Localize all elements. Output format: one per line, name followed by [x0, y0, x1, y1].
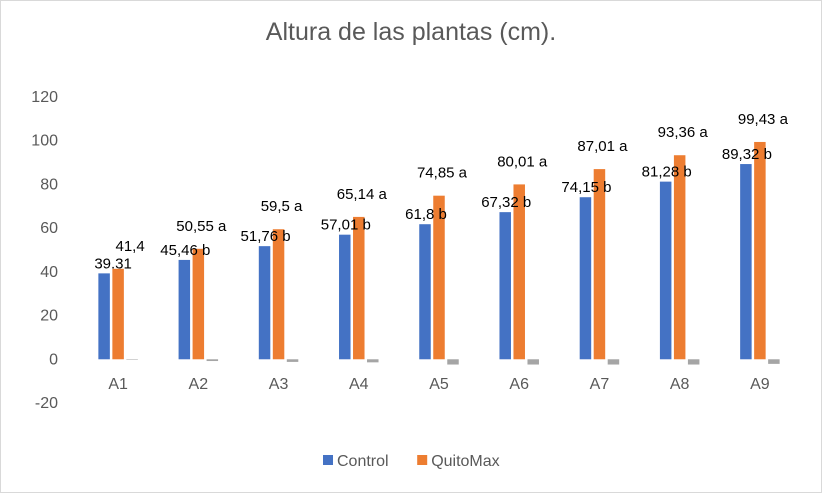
- bar-series-3: [527, 359, 539, 365]
- legend-swatch: [323, 455, 333, 465]
- data-label-quitomax: 99,43 a: [738, 111, 789, 128]
- bar-control: [499, 212, 511, 360]
- legend-label: Control: [337, 453, 389, 470]
- bar-control: [740, 164, 752, 360]
- bar-quitomax: [112, 268, 124, 360]
- x-tick-label: A5: [429, 376, 449, 393]
- data-label-quitomax: 59,5 a: [261, 198, 303, 215]
- data-label-control: 39.31: [94, 255, 132, 272]
- x-tick-label: A3: [269, 376, 289, 393]
- x-tick-label: A6: [509, 376, 529, 393]
- bar-series-3: [126, 359, 138, 360]
- legend-swatch: [417, 455, 428, 465]
- bar-quitomax: [754, 141, 766, 360]
- bar-series-3: [768, 359, 780, 364]
- y-tick-label: 40: [40, 264, 58, 281]
- y-tick-label: 120: [31, 89, 58, 106]
- data-label-quitomax: 65,14 a: [337, 186, 388, 203]
- legend-label: QuitoMax: [431, 453, 499, 470]
- bar-series-3: [447, 359, 459, 365]
- bar-quitomax: [593, 169, 606, 360]
- bar-series-3: [367, 359, 379, 363]
- data-label-quitomax: 93,36 a: [658, 124, 709, 141]
- x-tick-label: A9: [750, 376, 770, 393]
- bar-quitomax: [353, 216, 365, 360]
- y-tick-label: -20: [35, 395, 58, 412]
- y-tick-label: 20: [40, 308, 58, 325]
- data-label-control: 51,76 b: [241, 228, 291, 245]
- data-label-quitomax: 87,01 a: [577, 138, 628, 155]
- bar-control: [98, 273, 110, 360]
- data-label-control: 45,46 b: [160, 242, 210, 259]
- y-tick-label: 0: [49, 351, 58, 368]
- data-label-control: 67,32 b: [481, 194, 531, 211]
- bar-series-3: [206, 359, 219, 362]
- bar-series-3: [286, 359, 299, 362]
- bar-quitomax: [433, 195, 445, 360]
- data-label-control: 57,01 b: [321, 217, 371, 234]
- bar-control: [178, 259, 191, 360]
- bar-series-3: [607, 359, 620, 365]
- data-label-control: 74,15 b: [561, 179, 611, 196]
- bar-quitomax: [673, 155, 686, 360]
- bar-quitomax: [272, 229, 285, 360]
- bar-control: [659, 181, 672, 360]
- x-tick-label: A4: [349, 376, 369, 393]
- data-label-control: 61,8 b: [405, 206, 447, 223]
- x-tick-label: A2: [189, 376, 209, 393]
- x-tick-label: A8: [670, 376, 690, 393]
- data-label-control: 89,32 b: [722, 146, 772, 163]
- data-label-control: 81,28 b: [642, 164, 692, 181]
- data-label-quitomax: 41,4: [116, 238, 145, 255]
- bar-quitomax: [192, 248, 205, 360]
- data-label-quitomax: 50,55 a: [176, 218, 227, 235]
- y-tick-label: 80: [40, 176, 58, 193]
- y-tick-label: 60: [40, 220, 58, 237]
- bar-control: [258, 246, 271, 360]
- chart-title: Altura de las plantas (cm).: [265, 18, 557, 46]
- bar-control: [419, 224, 431, 360]
- y-tick-label: 100: [31, 133, 58, 150]
- x-tick-label: A1: [108, 376, 128, 393]
- data-label-quitomax: 80,01 a: [497, 153, 548, 170]
- x-tick-label: A7: [590, 376, 610, 393]
- bar-series-3: [687, 359, 700, 365]
- bar-control: [579, 197, 592, 360]
- data-label-quitomax: 74,85 a: [417, 165, 468, 182]
- bar-control: [339, 234, 351, 360]
- bar-quitomax: [513, 184, 525, 360]
